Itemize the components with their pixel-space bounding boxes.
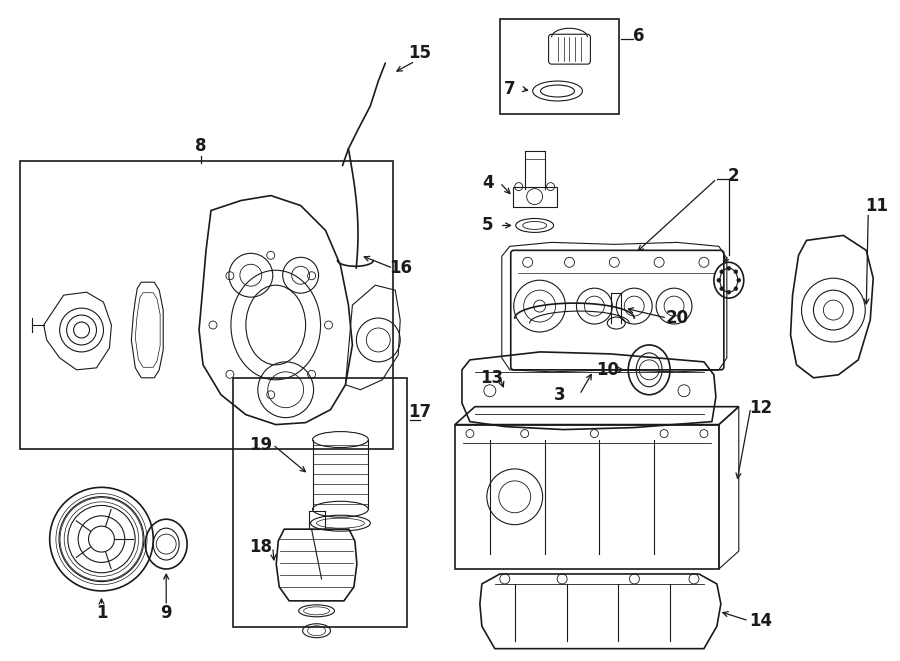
Text: 10: 10 [596, 361, 619, 379]
Text: 7: 7 [504, 80, 516, 98]
Text: 14: 14 [749, 612, 772, 630]
Text: 13: 13 [481, 369, 503, 387]
Text: 5: 5 [482, 216, 493, 235]
Circle shape [717, 278, 721, 282]
Circle shape [727, 290, 731, 294]
Text: 4: 4 [482, 174, 494, 192]
Circle shape [720, 270, 724, 274]
Circle shape [720, 287, 724, 291]
Bar [513, 186, 556, 206]
Text: 8: 8 [195, 137, 207, 155]
Text: 6: 6 [634, 27, 645, 45]
Bar [20, 161, 393, 449]
Circle shape [737, 278, 741, 282]
Text: 15: 15 [409, 44, 432, 62]
Bar [233, 378, 407, 627]
Circle shape [727, 266, 731, 270]
Text: 2: 2 [728, 167, 740, 184]
Text: 20: 20 [665, 309, 688, 327]
Text: 17: 17 [409, 403, 432, 420]
Text: 16: 16 [389, 259, 411, 277]
Text: 3: 3 [554, 386, 565, 404]
Bar [500, 19, 619, 114]
Text: 1: 1 [95, 603, 107, 622]
Text: 19: 19 [249, 436, 273, 453]
Circle shape [734, 287, 738, 291]
Text: 9: 9 [160, 603, 172, 622]
Text: 11: 11 [865, 196, 887, 215]
Circle shape [734, 270, 738, 274]
Text: 18: 18 [249, 538, 273, 556]
Bar [455, 424, 719, 569]
Text: 12: 12 [749, 399, 772, 416]
